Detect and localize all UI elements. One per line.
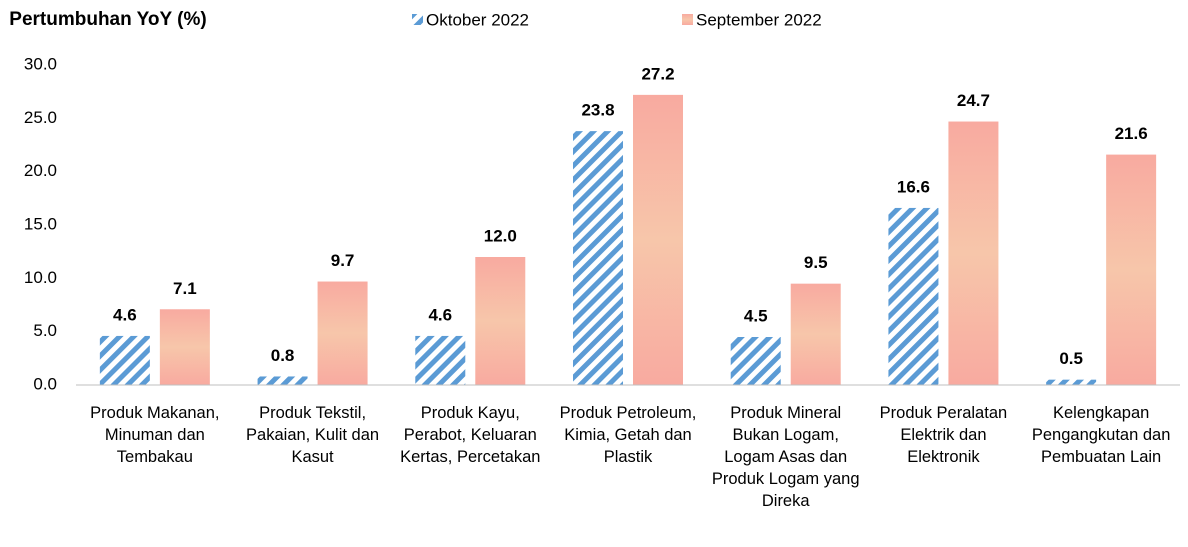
bar <box>475 257 526 385</box>
x-tick-label: Produk Makanan, Minuman dan Tembakau <box>90 404 220 466</box>
bar <box>1046 379 1097 385</box>
bar <box>257 376 308 385</box>
x-tick-label: Kelengkapan Pengangkutan dan Pembuatan L… <box>1031 404 1171 466</box>
data-label: 9.7 <box>331 251 355 270</box>
data-label: 12.0 <box>484 226 517 245</box>
legend-item: September 2022 <box>682 10 822 29</box>
y-tick-label: 15.0 <box>24 214 57 233</box>
data-label: 7.1 <box>173 279 197 298</box>
bar <box>159 309 210 385</box>
legend-label: September 2022 <box>696 10 822 29</box>
data-label: 21.6 <box>1115 124 1148 143</box>
legend-item: Oktober 2022 <box>412 10 529 29</box>
y-tick-label: 10.0 <box>24 268 57 287</box>
bar <box>99 335 150 385</box>
x-tick-label: Produk Peralatan Elektrik dan Elektronik <box>879 404 1008 466</box>
y-tick-label: 20.0 <box>24 161 57 180</box>
y-tick-label: 5.0 <box>33 321 57 340</box>
data-label: 9.5 <box>804 253 828 272</box>
legend-label: Oktober 2022 <box>426 10 529 29</box>
bar <box>888 207 939 385</box>
bar <box>1106 154 1157 385</box>
legend-swatch <box>412 14 423 25</box>
x-tick-label: Produk Kayu, Perabot, Keluaran Kertas, P… <box>400 404 541 466</box>
data-label: 16.6 <box>897 177 930 196</box>
y-tick-label: 30.0 <box>24 54 57 73</box>
data-label: 4.6 <box>113 305 137 324</box>
bar <box>790 283 841 385</box>
y-tick-label: 0.0 <box>33 374 57 393</box>
bar <box>317 281 368 385</box>
data-label: 23.8 <box>581 101 614 120</box>
x-tick-label: Produk Tekstil, Pakaian, Kulit dan Kasut <box>246 404 380 466</box>
x-tick-label: Produk Mineral Bukan Logam, Logam Asas d… <box>711 404 860 510</box>
y-axis-title: Pertumbuhan YoY (%) <box>9 9 207 30</box>
data-label: 24.7 <box>957 91 990 110</box>
bar <box>573 131 623 385</box>
data-label: 4.5 <box>744 306 768 325</box>
bar <box>633 94 683 385</box>
bar <box>948 121 999 386</box>
data-label: 27.2 <box>641 64 674 83</box>
data-label: 4.6 <box>428 305 452 324</box>
data-label: 0.5 <box>1059 349 1083 368</box>
y-tick-label: 25.0 <box>24 108 57 127</box>
bar <box>730 337 781 385</box>
bar <box>415 335 466 385</box>
x-tick-label: Produk Petroleum, Kimia, Getah dan Plast… <box>559 404 697 466</box>
legend-swatch <box>682 14 693 25</box>
data-label: 0.8 <box>271 346 295 365</box>
